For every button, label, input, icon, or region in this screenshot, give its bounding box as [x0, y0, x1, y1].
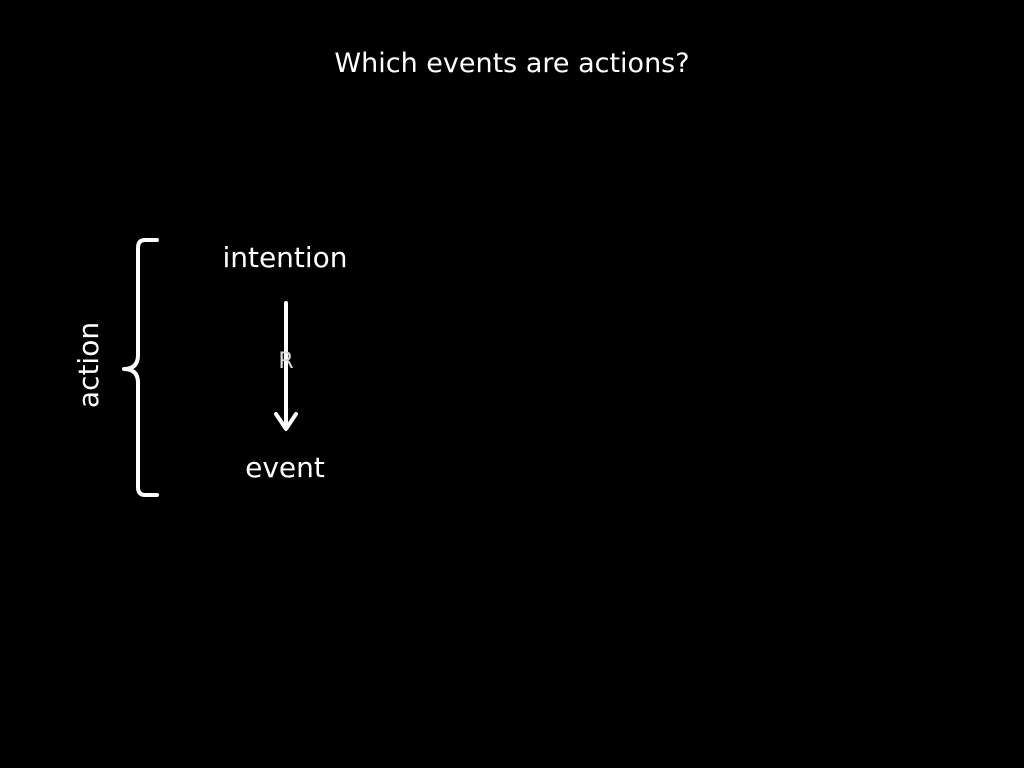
event-node: event [245, 451, 325, 484]
intention-node: intention [222, 241, 348, 274]
relation-label: R [278, 349, 294, 374]
action-bracket [122, 238, 159, 497]
slide-title: Which events are actions? [334, 48, 690, 79]
relation-arrow-head [274, 412, 298, 431]
action-bracket-label: action [72, 321, 105, 409]
